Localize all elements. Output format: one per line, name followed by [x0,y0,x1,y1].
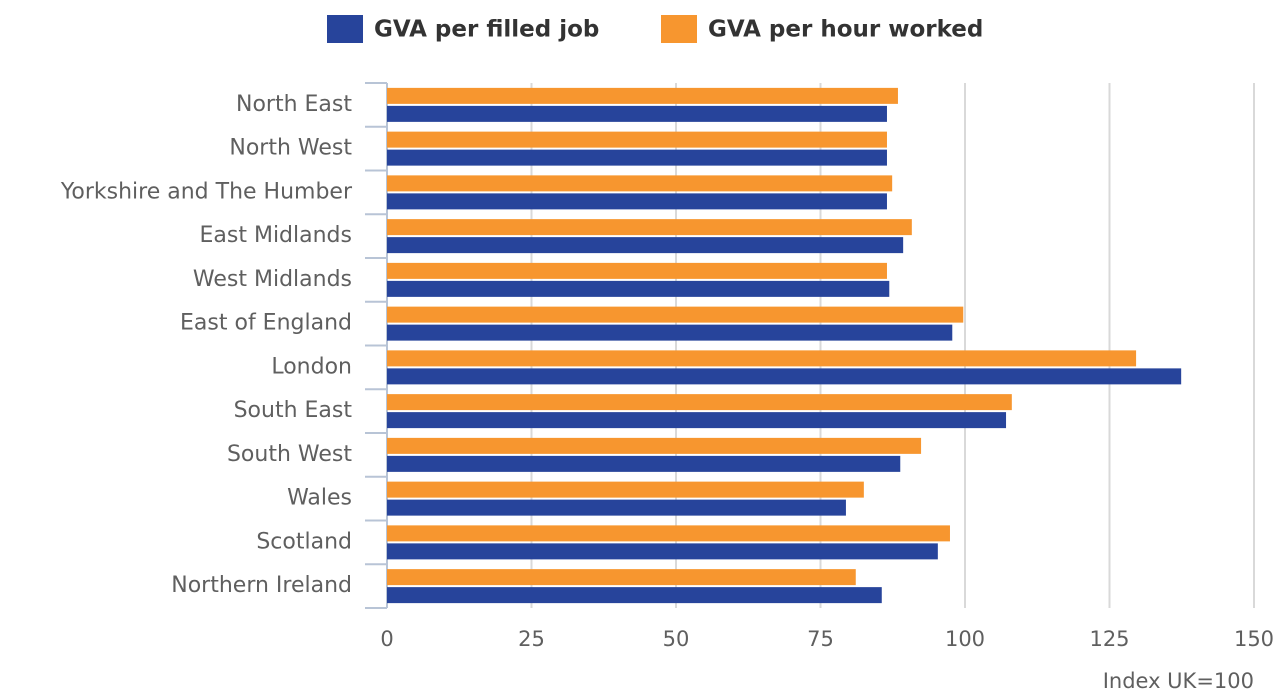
x-tick-label: 75 [807,627,834,651]
y-tick-label: East of England [180,311,352,336]
bar [387,455,901,472]
bar [387,368,1182,385]
bar [387,262,887,279]
y-tick-label: West Midlands [193,267,352,292]
x-tick-label: 50 [663,627,690,651]
legend-swatch [327,15,363,43]
bar [387,237,904,254]
y-tick-label: Northern Ireland [171,573,352,598]
y-tick-label: North West [229,136,352,161]
bar [387,350,1137,367]
bar [387,193,887,210]
legend-label: GVA per hour worked [708,17,983,43]
bar [387,543,938,560]
bar [387,131,887,148]
x-axis-label: Index UK=100 [1103,669,1254,693]
bar [387,481,864,498]
legend-swatch [661,15,697,43]
bar [387,280,890,297]
bar [387,306,964,323]
x-tick-label: 100 [945,627,985,651]
x-tick-label: 0 [380,627,393,651]
x-tick-label: 125 [1089,627,1129,651]
legend-label: GVA per filled job [374,17,599,43]
bar [387,219,912,236]
bar [387,149,887,166]
y-tick-label: Yorkshire and The Humber [60,179,353,204]
bar [387,412,1007,429]
y-tick-label: East Midlands [200,223,353,248]
bar [387,499,846,516]
bar [387,437,922,454]
y-tick-label: North East [236,92,352,117]
y-tick-label: London [271,354,352,379]
bar [387,87,898,104]
y-tick-label: Wales [287,486,352,511]
y-tick-label: South East [234,398,353,423]
x-tick-label: 150 [1234,627,1274,651]
y-tick-label: South West [227,442,352,467]
bar [387,587,882,604]
bar [387,525,950,542]
bar [387,175,893,192]
x-tick-label: 25 [518,627,545,651]
bar [387,324,953,341]
bar [387,569,856,586]
y-tick-label: Scotland [256,529,352,554]
bar [387,105,887,122]
bar [387,394,1012,411]
